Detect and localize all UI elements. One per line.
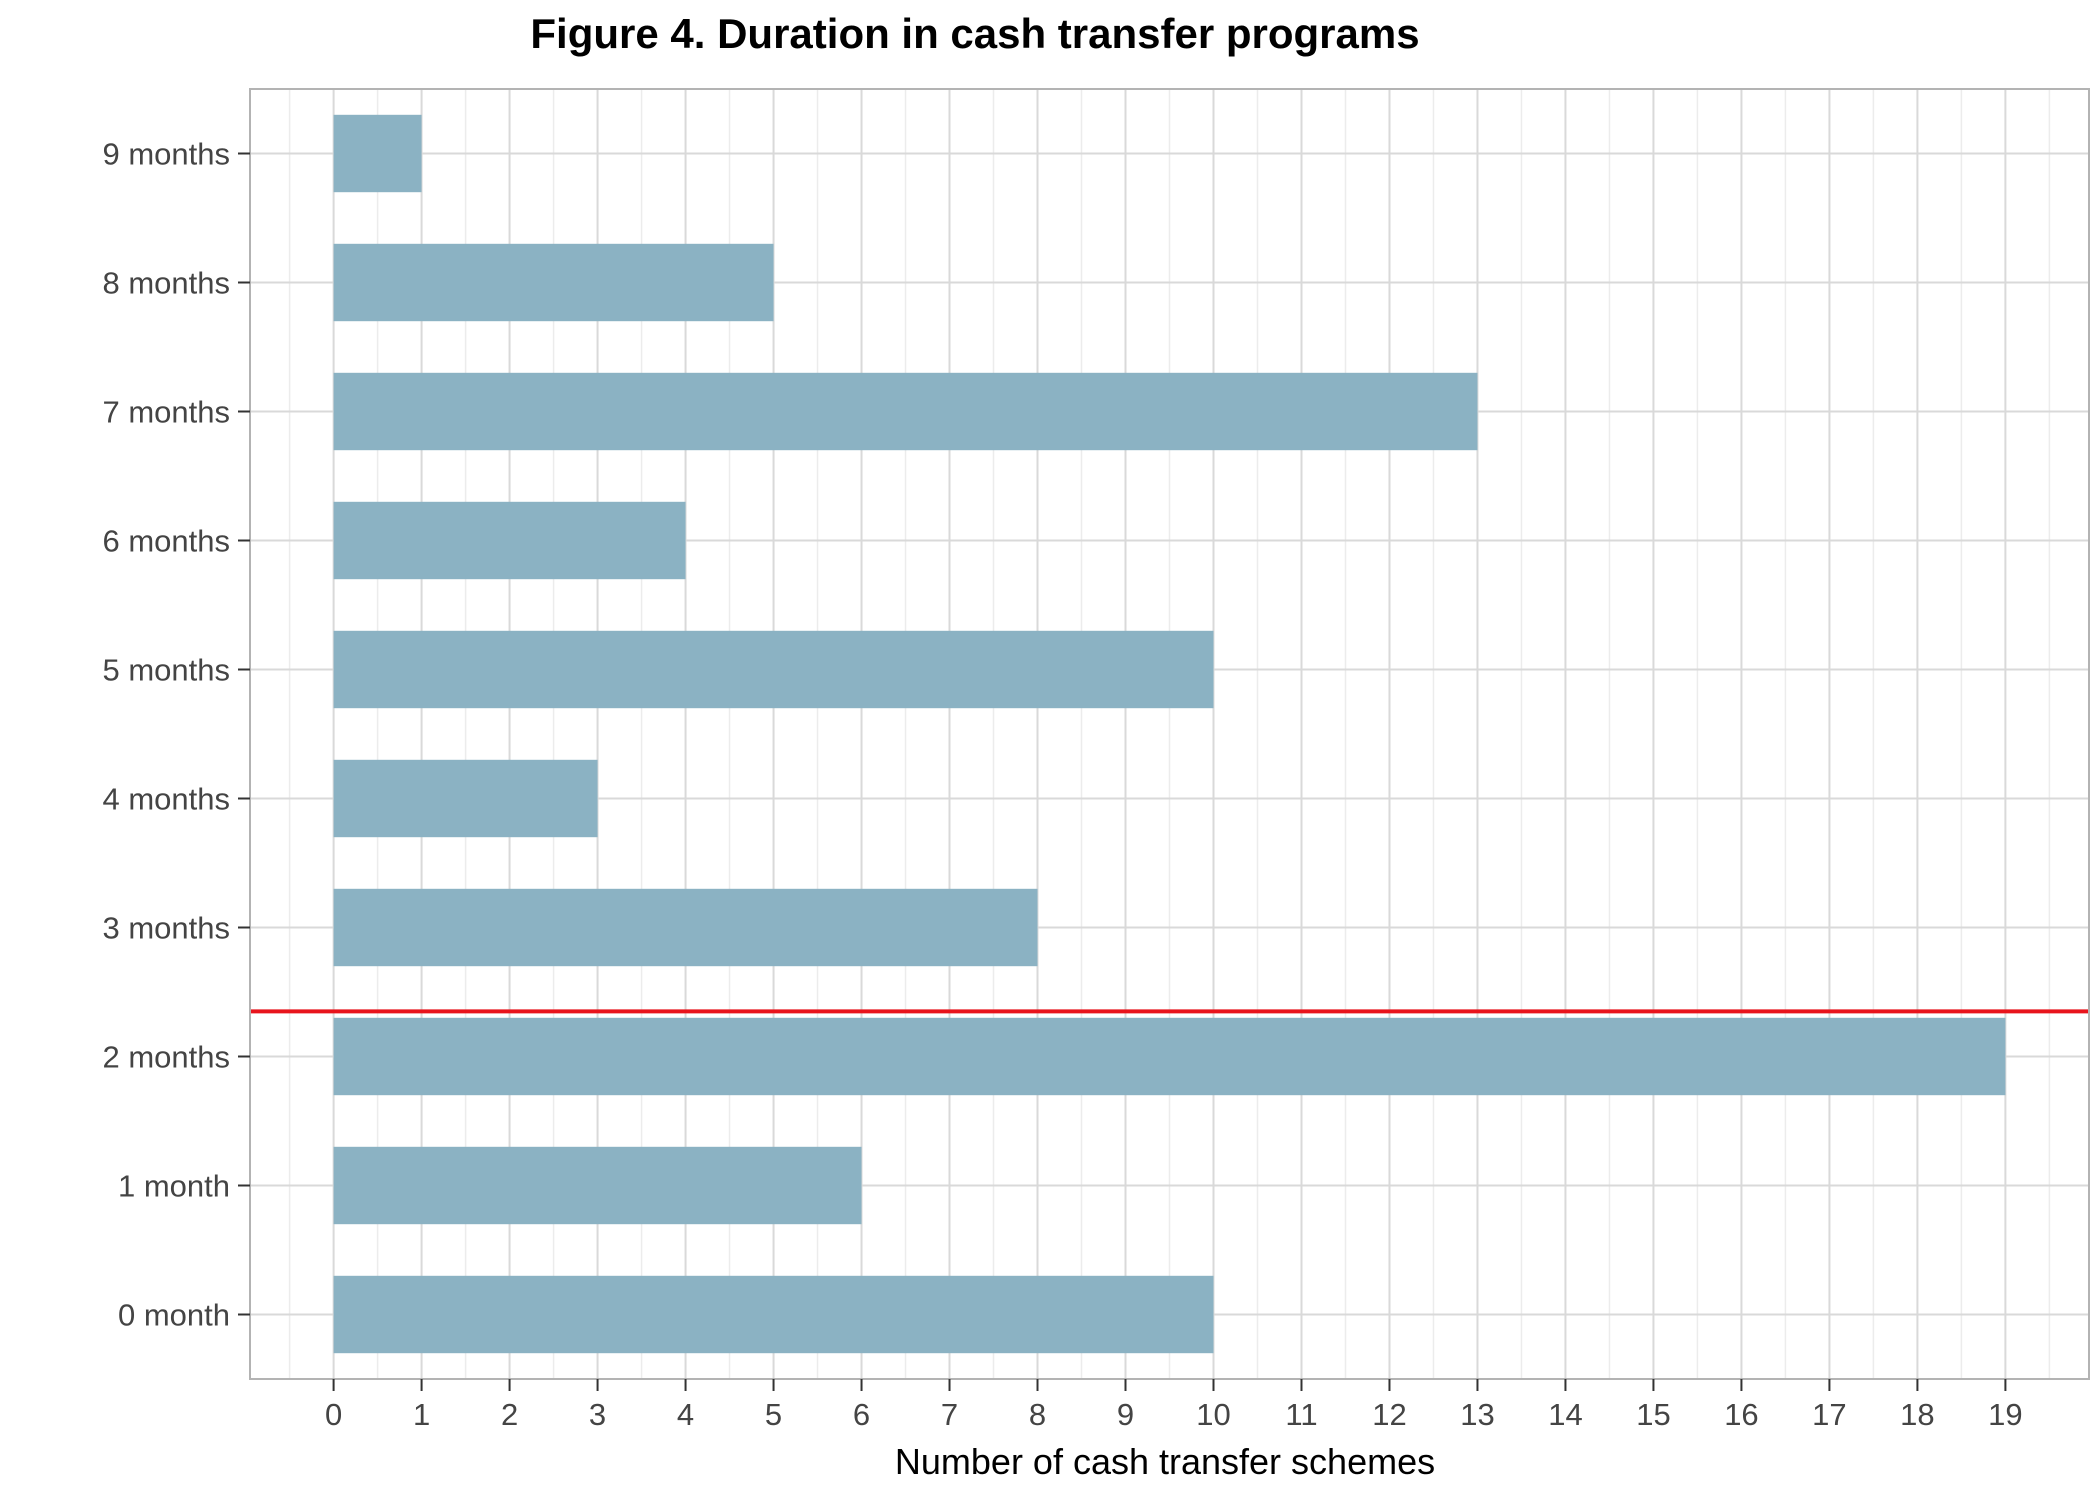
y-tick-label: 3 months [102,911,230,946]
x-tick-label: 4 [677,1397,694,1432]
bar [333,243,774,322]
y-tick-label: 9 months [102,137,230,172]
bar [333,759,598,838]
bar [333,1146,862,1225]
x-tick-label: 13 [1460,1397,1494,1432]
bar [333,114,422,193]
bar [333,1017,2006,1096]
x-tick-label: 17 [1812,1397,1846,1432]
x-tick-label: 6 [853,1397,870,1432]
y-tick-label: 4 months [102,782,230,817]
y-tick-label: 1 month [118,1169,230,1204]
y-tick-label: 0 month [118,1298,230,1333]
y-tick-label: 8 months [102,266,230,301]
y-tick-label: 7 months [102,395,230,430]
y-tick-label: 6 months [102,524,230,559]
bars [333,114,2006,1354]
y-tick-label: 2 months [102,1040,230,1075]
bar [333,630,1214,709]
x-tick-label: 12 [1372,1397,1406,1432]
x-axis-ticks: 0 1 2 3 4 5 6 7 8 9 10 11 12 13 14 15 16 17 18 19 [325,1379,2023,1432]
x-tick-label: 11 [1285,1397,1317,1432]
x-tick-label: 19 [1988,1397,2022,1432]
bar [333,372,1478,451]
x-axis-title: Number of cash transfer schemes [895,1441,1435,1482]
x-tick-label: 9 [1117,1397,1134,1432]
x-tick-label: 1 [413,1397,430,1432]
panel-border [249,88,2090,1380]
x-tick-label: 15 [1636,1397,1670,1432]
bar [333,888,1038,967]
chart-title: Figure 4. Duration in cash transfer prog… [530,10,1419,57]
x-tick-label: 5 [765,1397,782,1432]
bar [333,1275,1214,1354]
x-tick-label: 18 [1900,1397,1934,1432]
x-tick-label: 2 [501,1397,518,1432]
x-tick-label: 0 [325,1397,342,1432]
x-tick-label: 3 [589,1397,606,1432]
y-tick-label: 5 months [102,653,230,688]
x-tick-label: 14 [1548,1397,1582,1432]
bar [333,501,686,580]
x-tick-label: 10 [1196,1397,1230,1432]
x-tick-label: 8 [1029,1397,1046,1432]
x-tick-label: 16 [1724,1397,1758,1432]
y-axis-ticks: 0 month 1 month 2 months 3 months 4 months 5 … [102,137,250,1333]
x-tick-label: 7 [941,1397,958,1432]
